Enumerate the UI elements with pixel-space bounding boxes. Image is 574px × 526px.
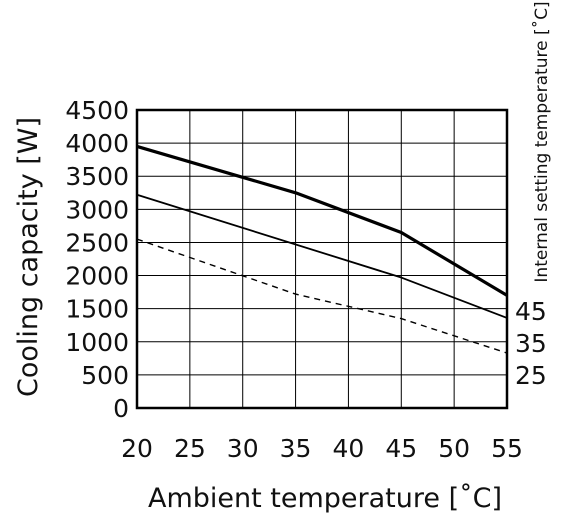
series-label-45: 45 bbox=[515, 297, 547, 326]
series-label-25: 25 bbox=[515, 361, 547, 390]
series-labels: 45 35 25 bbox=[515, 297, 547, 390]
series-line-25 bbox=[136, 238, 508, 354]
y-tick-label: 2000 bbox=[65, 262, 129, 291]
y-tick-label: 3500 bbox=[65, 162, 129, 191]
y-axis-label: Cooling capacity [W] bbox=[13, 117, 44, 397]
series-lines bbox=[136, 144, 508, 354]
series-line-45 bbox=[136, 144, 508, 297]
y-tick-label: 2500 bbox=[65, 228, 129, 257]
y-tick-labels: 0 500 1000 1500 2000 2500 3000 3500 4000 4500 bbox=[65, 96, 129, 423]
x-tick-label: 35 bbox=[280, 434, 312, 463]
y-tick-label: 4000 bbox=[65, 129, 129, 158]
y-tick-label: 500 bbox=[81, 361, 129, 390]
series-label-35: 35 bbox=[515, 329, 547, 358]
x-tick-label: 40 bbox=[333, 434, 365, 463]
x-tick-label: 25 bbox=[174, 434, 206, 463]
y-tick-label: 1000 bbox=[65, 328, 129, 357]
x-tick-label: 50 bbox=[438, 434, 470, 463]
y-tick-label: 3000 bbox=[65, 195, 129, 224]
y-tick-label: 0 bbox=[113, 394, 129, 423]
x-tick-label: 45 bbox=[385, 434, 417, 463]
y-tick-label: 4500 bbox=[65, 96, 129, 125]
x-tick-label: 20 bbox=[121, 434, 153, 463]
x-tick-labels: 20 25 30 35 40 45 50 55 bbox=[121, 434, 523, 463]
plot-frame bbox=[135, 108, 509, 410]
series-line-35 bbox=[136, 193, 508, 319]
x-tick-label: 55 bbox=[491, 434, 523, 463]
x-axis-label: Ambient temperature [˚C] bbox=[148, 483, 502, 514]
right-axis-label: Internal setting temperature [˚C] bbox=[531, 1, 552, 282]
y-tick-label: 1500 bbox=[65, 295, 129, 324]
x-tick-label: 30 bbox=[227, 434, 259, 463]
